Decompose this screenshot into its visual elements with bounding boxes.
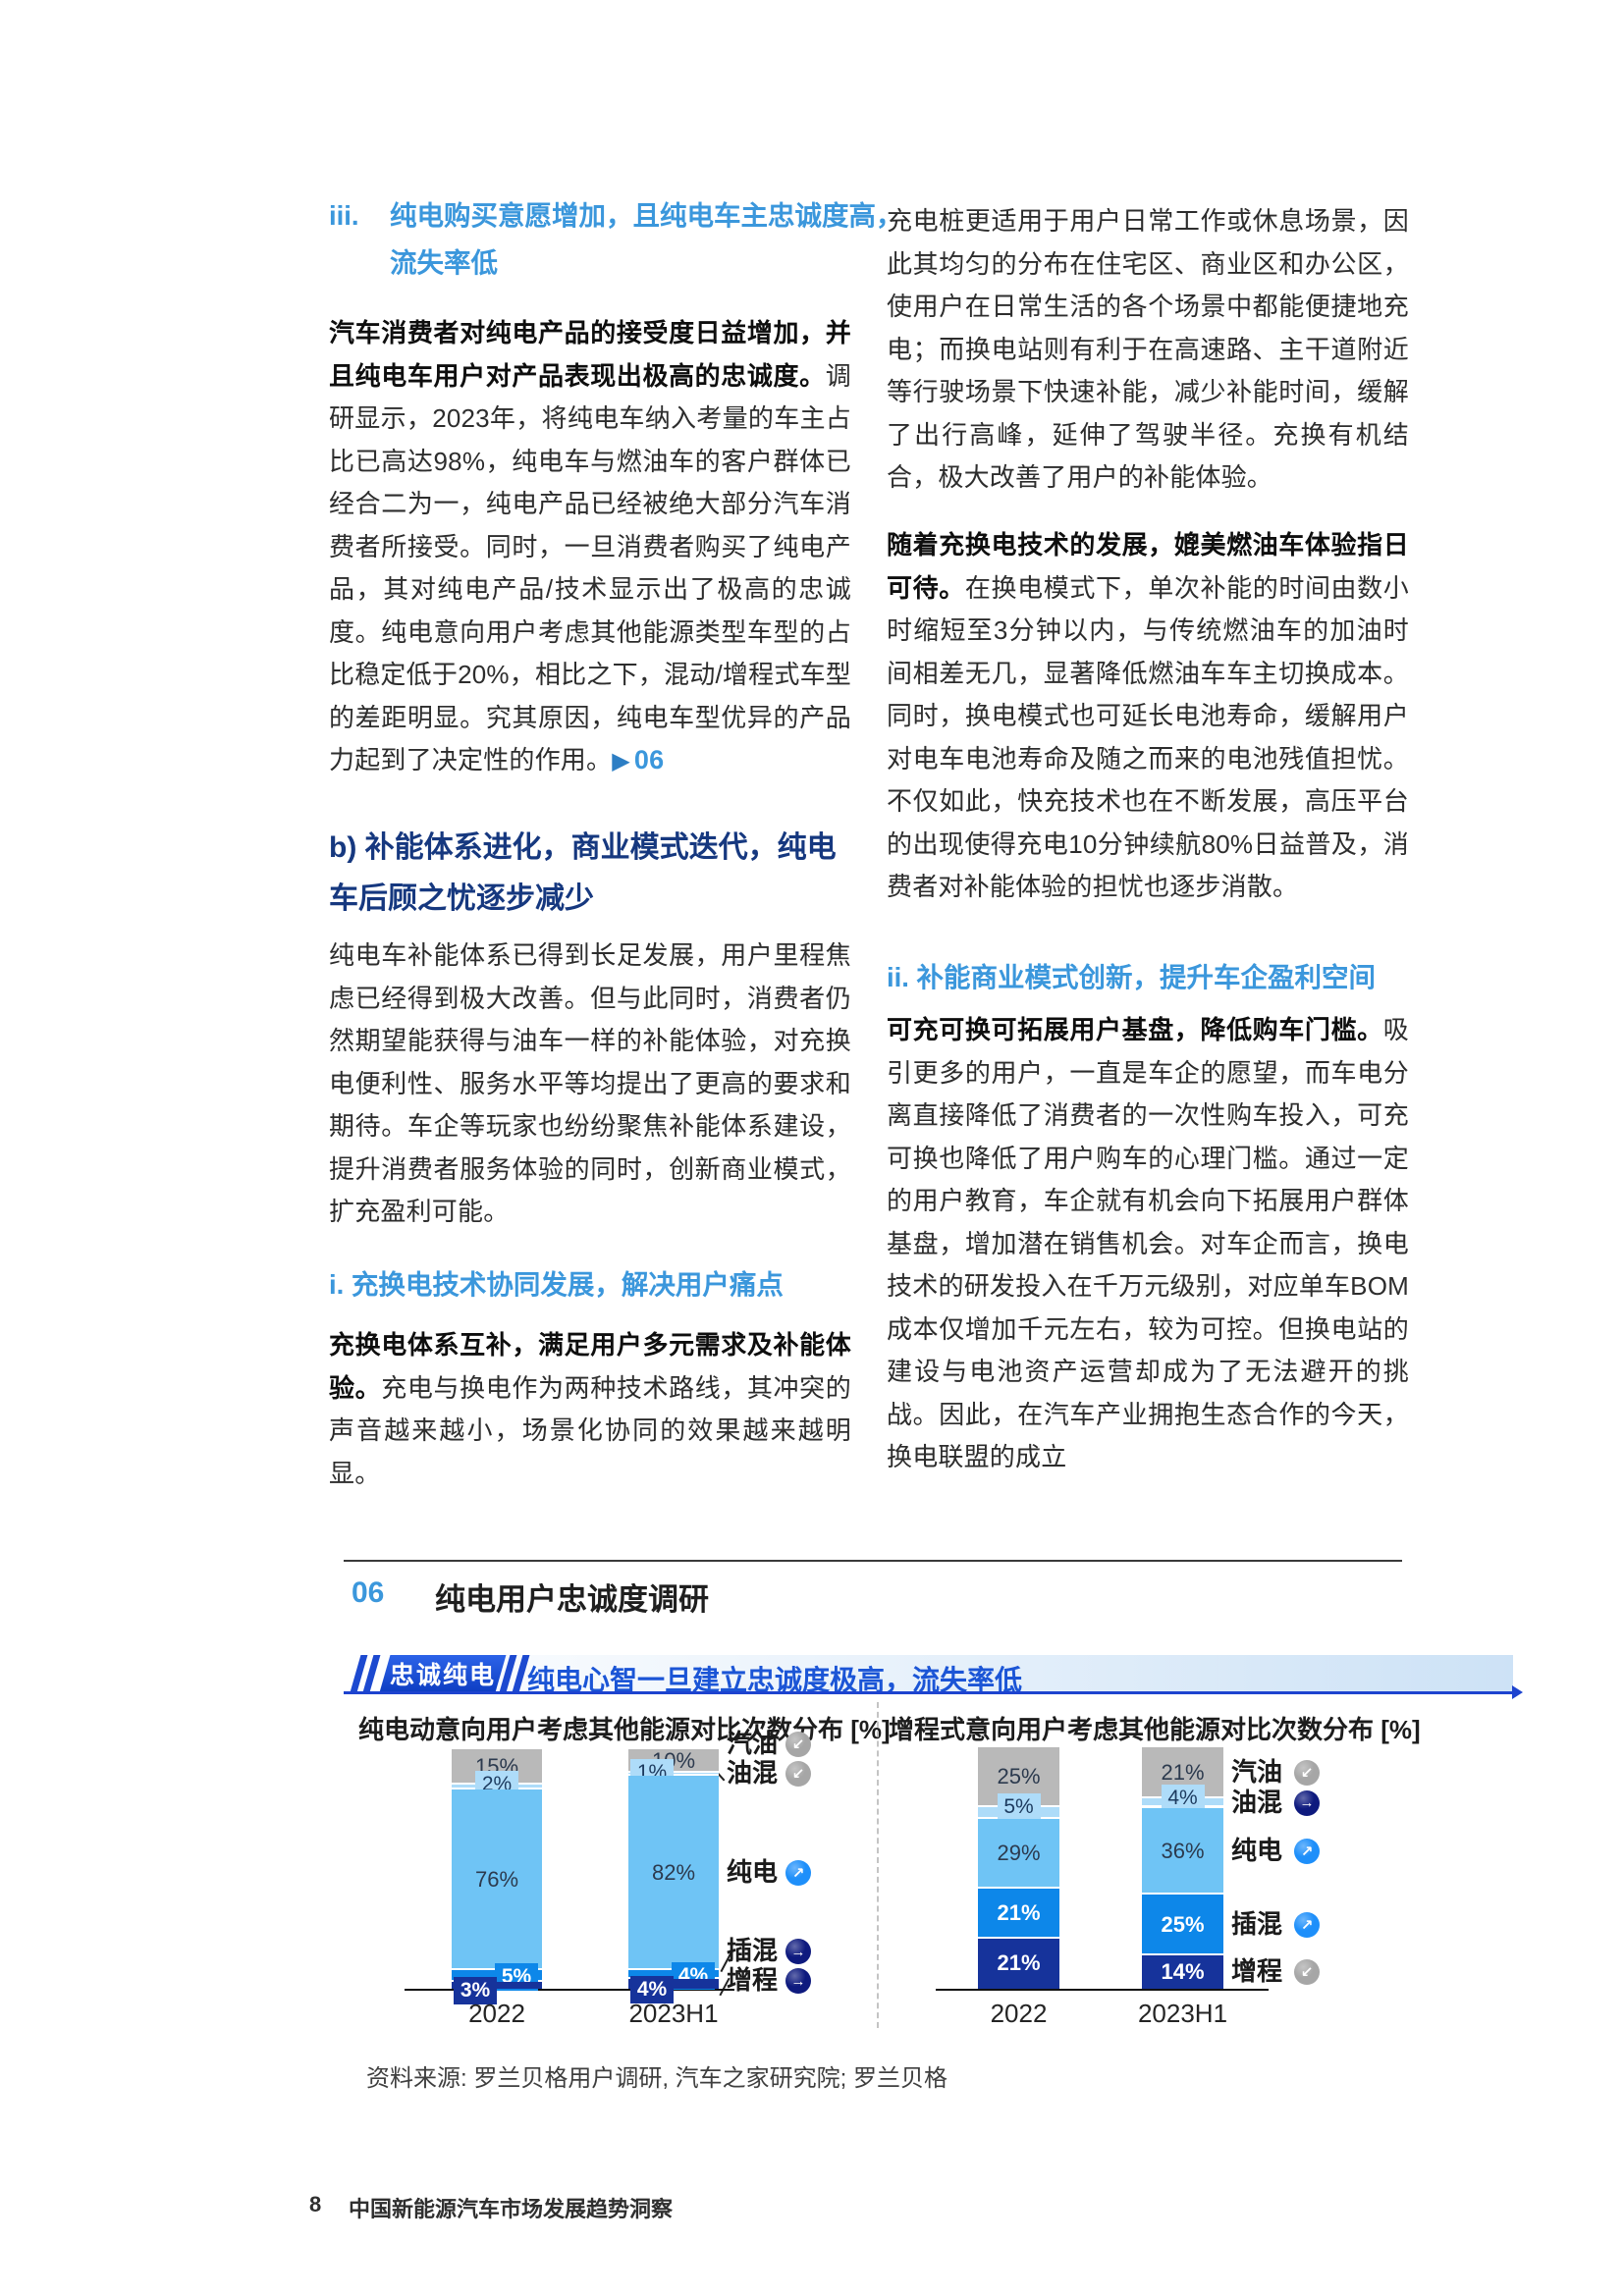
legend-icon-right-arrow: → bbox=[1294, 1789, 1320, 1816]
chart-dashed-divider bbox=[877, 1702, 879, 2028]
bar-segment-纯电 bbox=[978, 1819, 1059, 1889]
bar-segment-油混 bbox=[628, 1773, 719, 1776]
category-label: 2022 bbox=[468, 1999, 525, 2028]
bar-segment-增程 bbox=[978, 1938, 1059, 1989]
segment-label: 29% bbox=[997, 1841, 1041, 1866]
segment-label-chip: 4% bbox=[1161, 1784, 1205, 1812]
segment-label: 82% bbox=[651, 1859, 696, 1885]
paragraph-rest: 吸引更多的用户，一直是车企的愿望，而车电分离直接降低了消费者的一次性购车投入，可… bbox=[887, 1015, 1409, 1471]
segment-label: 21% bbox=[997, 1950, 1041, 1976]
segment-label: 21% bbox=[997, 1900, 1041, 1926]
legend-label-汽油: 汽油 bbox=[727, 1729, 779, 1759]
legend-icon-up-right-arrow: ↗ bbox=[1294, 1911, 1320, 1938]
paragraph-lead: 随着充换电技术的发展，媲美燃油车体验指日可待。 bbox=[887, 530, 1409, 603]
paragraph-rest: 充电与换电作为两种技术路线，其冲突的声音越来越小，场景化协同的效果越来越明显。 bbox=[329, 1372, 851, 1488]
legend-label-油混: 油混 bbox=[727, 1758, 779, 1789]
bar-segment-纯电 bbox=[452, 1789, 542, 1970]
paragraph-swap-experience: 随着充换电技术的发展，媲美燃油车体验指日可待。在换电模式下，单次补能的时间由数小… bbox=[887, 524, 1409, 909]
segment-label: 21% bbox=[1161, 1759, 1205, 1785]
heading-b-energy-system: b) 补能体系进化，商业模式迭代，纯电车后顾之忧逐步减少 bbox=[329, 831, 837, 915]
category-label: 2023H1 bbox=[628, 1999, 719, 2028]
legend-label-增程: 增程 bbox=[1231, 1955, 1283, 1986]
segment-label: 14% bbox=[1161, 1958, 1205, 1984]
page-number: 8 bbox=[309, 2192, 322, 2216]
paragraph-lead: 充换电体系互补，满足用户多元需求及补能体验。 bbox=[329, 1330, 851, 1403]
heading-i-charging-swap-tech: i. 充换电技术协同发展，解决用户痛点 bbox=[329, 1269, 784, 1300]
banner-arrow-icon bbox=[1512, 1685, 1523, 1699]
paragraph-charge-swap: 充换电体系互补，满足用户多元需求及补能体验。充电与换电作为两种技术路线，其冲突的… bbox=[329, 1324, 851, 1495]
banner-badge: 忠诚纯电 bbox=[379, 1655, 507, 1692]
segment-label: 25% bbox=[1161, 1911, 1205, 1937]
segment-label-chip: 3% bbox=[454, 1977, 497, 2005]
bar-segment-增程 bbox=[628, 1979, 719, 1989]
figure-divider-rule bbox=[344, 1560, 1402, 1562]
legend-label-增程: 增程 bbox=[727, 1965, 779, 1995]
segment-label: 76% bbox=[474, 1866, 519, 1892]
paragraph-bev-acceptance: 汽车消费者对纯电产品的接受度日益增加，并且纯电车用户对产品表现出极高的忠诚度。调… bbox=[329, 312, 851, 783]
paragraph-user-base: 可充可换可拓展用户基盘，降低购车门槛。吸引更多的用户，一直是车企的愿望，而车电分… bbox=[887, 1009, 1409, 1479]
figure-ref-06[interactable]: ▶ 06 bbox=[612, 745, 665, 774]
paragraph-charging-pile: 充电桩更适用于用户日常工作或休息场景，因此其均匀的分布在住宅区、商业区和办公区，… bbox=[887, 206, 1409, 492]
paragraph-lead: 可充可换可拓展用户基盘，降低购车门槛。 bbox=[887, 1015, 1383, 1044]
figure-ref-arrow-icon: ▶ bbox=[612, 748, 630, 774]
banner-badge-label: 忠诚纯电 bbox=[389, 1662, 496, 1689]
legend-icon-down-left-arrow: ↙ bbox=[1294, 1958, 1320, 1985]
bar-segment-增程 bbox=[1142, 1954, 1223, 1989]
x-axis bbox=[936, 1989, 1269, 1991]
heading-marker: iii. bbox=[329, 200, 359, 231]
category-label: 2022 bbox=[990, 1999, 1048, 2028]
category-label: 2023H1 bbox=[1137, 1999, 1228, 2028]
paragraph-charging-system: 纯电车补能体系已得到长足发展，用户里程焦虑已经得到极大改善。但与此同时，消费者仍… bbox=[329, 940, 851, 1226]
legend-icon-down-left-arrow: ↙ bbox=[785, 1732, 811, 1758]
heading-iii-purchase-intent: iii. 纯电购买意愿增加，且纯电车主忠诚度高，流失率低 bbox=[329, 192, 912, 287]
legend-icon-up-right-arrow: ↗ bbox=[785, 1859, 811, 1886]
bar-segment-纯电 bbox=[1142, 1807, 1223, 1896]
legend-icon-right-arrow: → bbox=[785, 1968, 811, 1994]
segment-label: 25% bbox=[997, 1764, 1041, 1789]
legend-label-纯电: 纯电 bbox=[1231, 1835, 1283, 1865]
chart-title-erev: 增程式意向用户考虑其他能源对比次数分布 [%] bbox=[889, 1715, 1421, 1744]
legend-icon-down-left-arrow: ↙ bbox=[1294, 1759, 1320, 1786]
paragraph-lead: 汽车消费者对纯电产品的接受度日益增加，并且纯电车用户对产品表现出极高的忠诚度。 bbox=[329, 318, 851, 391]
legend-icon-right-arrow: → bbox=[785, 1939, 811, 1964]
footer-doc-title: 中国新能源汽车市场发展趋势洞察 bbox=[349, 2197, 674, 2221]
legend-label-纯电: 纯电 bbox=[727, 1856, 779, 1887]
bar-segment-插混 bbox=[978, 1888, 1059, 1939]
source-note: 资料来源: 罗兰贝格用户调研, 汽车之家研究院; 罗兰贝格 bbox=[366, 2065, 948, 2092]
bar-segment-插混 bbox=[1142, 1895, 1223, 1955]
segment-label-chip: 4% bbox=[630, 1976, 674, 2004]
segment-label-chip: 5% bbox=[997, 1792, 1041, 1821]
banner-headline: 纯电心智一旦建立忠诚度极高，流失率低 bbox=[527, 1665, 1023, 1695]
heading-ii-business-model: ii. 补能商业模式创新，提升车企盈利空间 bbox=[887, 962, 1377, 992]
legend-label-汽油: 汽油 bbox=[1231, 1756, 1283, 1787]
heading-text: 纯电购买意愿增加，且纯电车主忠诚度高，流失率低 bbox=[390, 200, 903, 278]
figure-number: 06 bbox=[352, 1576, 385, 1609]
legend-label-插混: 插混 bbox=[1231, 1908, 1283, 1939]
paragraph-rest: 调研显示，2023年，将纯电车纳入考量的车主占比已高达98%，纯电车与燃油车的客… bbox=[329, 360, 851, 775]
segment-label: 36% bbox=[1161, 1838, 1205, 1863]
banner-band bbox=[344, 1655, 1513, 1692]
paragraph-rest: 在换电模式下，单次补能的时间由数小时缩短至3分钟以内，与传统燃油车的加油时间相差… bbox=[887, 572, 1409, 902]
legend-icon-up-right-arrow: ↗ bbox=[1294, 1838, 1320, 1864]
legend-icon-down-left-arrow: ↙ bbox=[785, 1761, 811, 1788]
bar-segment-纯电 bbox=[628, 1775, 719, 1970]
legend-label-插混: 插混 bbox=[727, 1936, 779, 1965]
bar-segment-增程 bbox=[452, 1981, 542, 1989]
x-axis bbox=[405, 1989, 734, 1991]
legend-label-油混: 油混 bbox=[1231, 1787, 1283, 1817]
banner-underline bbox=[344, 1691, 1512, 1694]
figure-title: 纯电用户忠诚度调研 bbox=[435, 1582, 709, 1617]
